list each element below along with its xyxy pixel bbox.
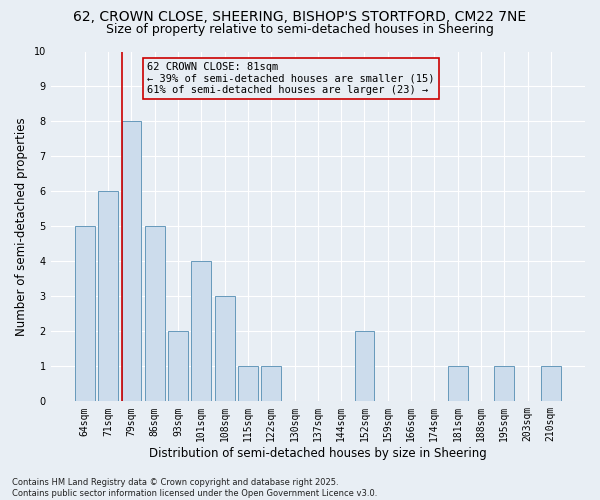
Bar [98,192,118,402]
X-axis label: Distribution of semi-detached houses by size in Sheering: Distribution of semi-detached houses by … [149,447,487,460]
Y-axis label: Number of semi-detached properties: Number of semi-detached properties [15,117,28,336]
Text: 62 CROWN CLOSE: 81sqm
← 39% of semi-detached houses are smaller (15)
61% of semi: 62 CROWN CLOSE: 81sqm ← 39% of semi-deta… [147,62,434,95]
Bar [145,226,164,402]
Bar [75,226,95,402]
Bar [355,332,374,402]
Bar [262,366,281,402]
Bar [494,366,514,402]
Text: 62, CROWN CLOSE, SHEERING, BISHOP'S STORTFORD, CM22 7NE: 62, CROWN CLOSE, SHEERING, BISHOP'S STOR… [73,10,527,24]
Text: Size of property relative to semi-detached houses in Sheering: Size of property relative to semi-detach… [106,22,494,36]
Bar [122,122,142,402]
Bar [448,366,467,402]
Bar [238,366,258,402]
Bar [168,332,188,402]
Bar [215,296,235,402]
Bar [191,262,211,402]
Bar [541,366,561,402]
Text: Contains HM Land Registry data © Crown copyright and database right 2025.
Contai: Contains HM Land Registry data © Crown c… [12,478,377,498]
